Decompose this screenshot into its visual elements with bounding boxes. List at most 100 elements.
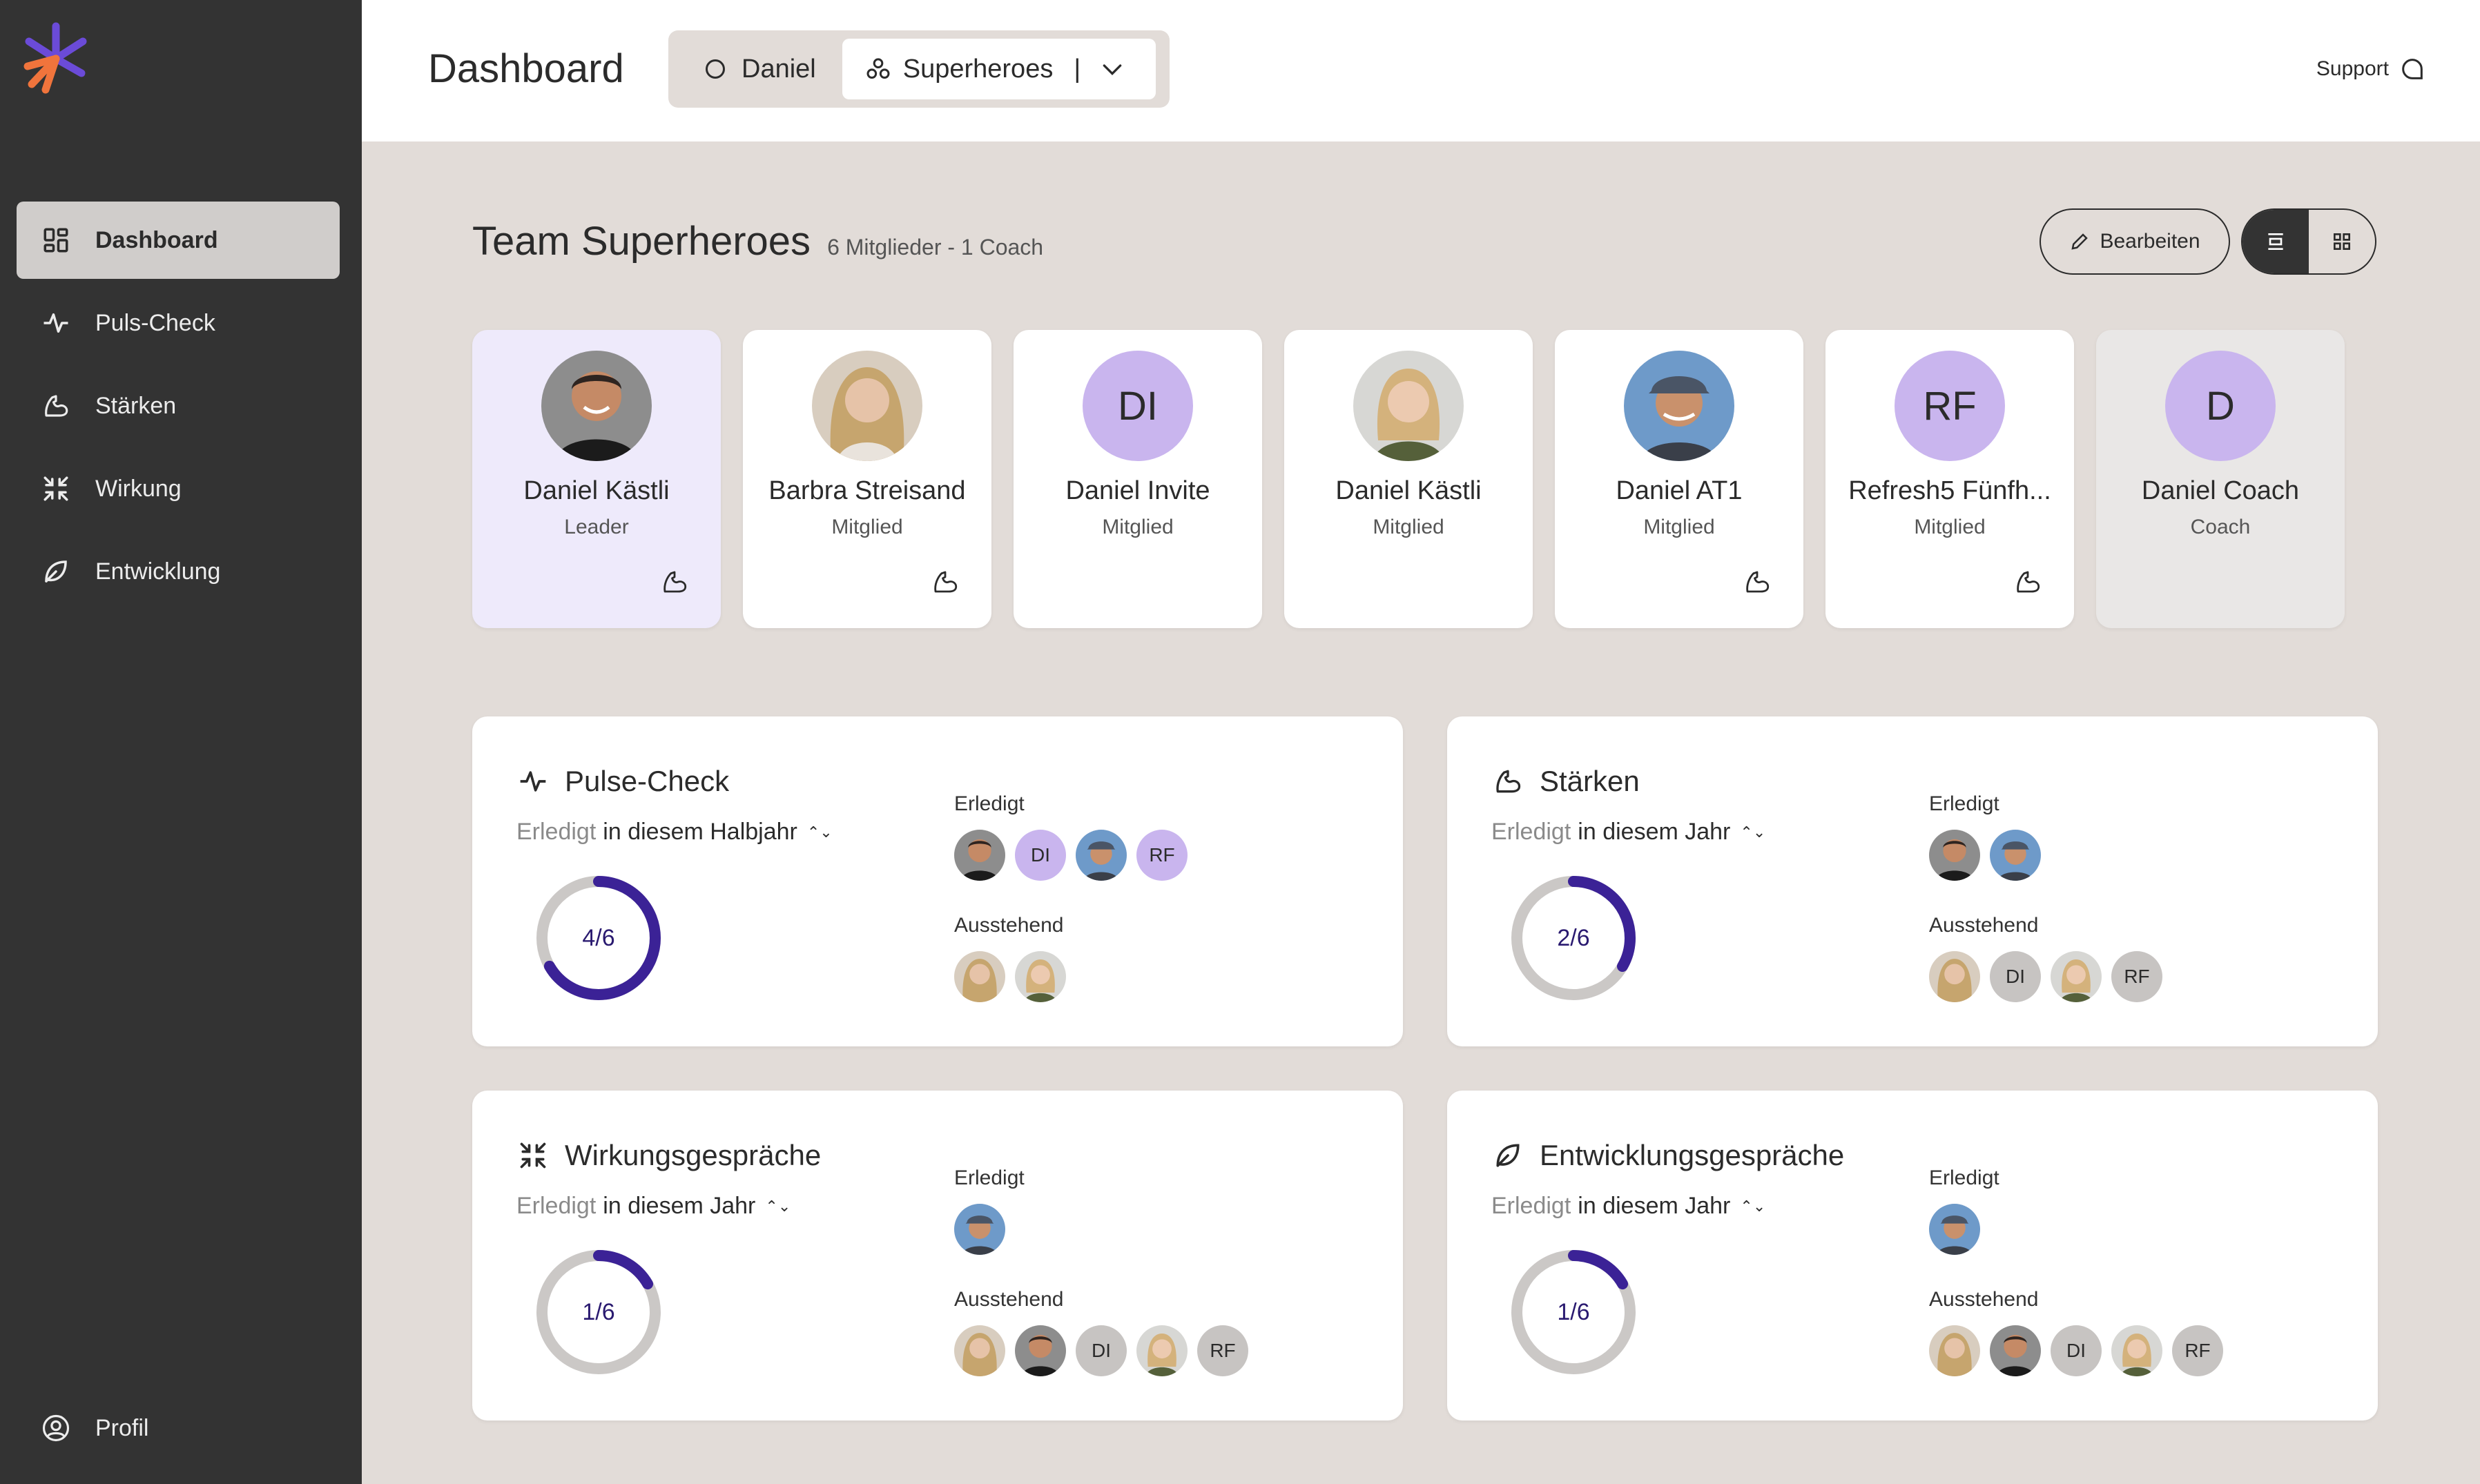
team-select[interactable]: Superheroes |	[842, 39, 1156, 99]
flexed-arm-icon	[1746, 571, 1770, 593]
sidebar-item-wirkung[interactable]: Wirkung	[17, 450, 340, 527]
grid-view-button[interactable]	[2309, 210, 2375, 273]
flexed-arm-icon	[934, 571, 958, 593]
avatar[interactable]	[1076, 830, 1127, 881]
progress-label: 2/6	[1557, 924, 1590, 951]
pulse-icon	[520, 771, 546, 792]
card-title: Entwicklungsgespräche	[1493, 1139, 1844, 1172]
sidebar-item-label: Puls-Check	[95, 309, 215, 336]
avatar[interactable]: DI	[1015, 830, 1066, 881]
sort-chevron-icon: ⌃⌄	[806, 823, 833, 841]
support-link[interactable]: Support	[2316, 55, 2426, 83]
view-toggle	[2241, 208, 2376, 275]
team-title: Team Superheroes	[472, 219, 811, 264]
period-filter[interactable]: Erledigt in diesem Jahr ⌃⌄	[1491, 819, 1765, 846]
chevron-down-icon[interactable]	[1098, 55, 1126, 83]
avatar[interactable]	[954, 1325, 1005, 1376]
leaf-icon	[40, 556, 72, 587]
flexed-arm-icon	[663, 571, 687, 593]
avatar[interactable]: RF	[2172, 1325, 2223, 1376]
avatar[interactable]	[1929, 1204, 1980, 1255]
member-card[interactable]: Daniel AT1 Mitglied	[1555, 330, 1803, 628]
card-title-label: Stärken	[1540, 765, 1640, 797]
pending-avatars: DI RF	[1929, 1325, 2233, 1376]
avatar[interactable]: DI	[2051, 1325, 2102, 1376]
page-title: Dashboard	[428, 46, 624, 91]
avatar	[1353, 351, 1464, 461]
compress-arrows-icon	[520, 1142, 546, 1169]
done-avatars: DI RF	[954, 830, 1197, 881]
sort-chevron-icon: ⌃⌄	[765, 1197, 791, 1215]
sidebar-item-label: Stärken	[95, 392, 177, 419]
avatar	[541, 351, 652, 461]
member-role: Mitglied	[1643, 516, 1715, 538]
member-card[interactable]: Daniel Kästli Leader	[472, 330, 721, 628]
avatar[interactable]	[1990, 1325, 2041, 1376]
list-view-button[interactable]	[2242, 210, 2309, 273]
avatar[interactable]: DI	[1990, 951, 2041, 1002]
avatar[interactable]: RF	[2111, 951, 2162, 1002]
period-filter[interactable]: Erledigt in diesem Halbjahr ⌃⌄	[516, 819, 833, 846]
avatar[interactable]	[1929, 951, 1980, 1002]
sidebar-item-staerken[interactable]: Stärken	[17, 367, 340, 445]
card-title: Pulse-Check	[518, 765, 729, 798]
member-card[interactable]: RF Refresh5 Fünfh... Mitglied	[1825, 330, 2074, 628]
avatar[interactable]	[2111, 1325, 2162, 1376]
member-name: Daniel AT1	[1616, 476, 1743, 505]
sidebar: Dashboard Puls-Check Stärken Wirkung Ent…	[0, 0, 362, 1484]
sort-chevron-icon: ⌃⌄	[1740, 823, 1766, 841]
period-filter[interactable]: Erledigt in diesem Jahr ⌃⌄	[1491, 1193, 1765, 1220]
avatar[interactable]: RF	[1136, 830, 1188, 881]
progress-donut	[536, 876, 661, 1000]
avatar[interactable]	[954, 830, 1005, 881]
avatar[interactable]	[1929, 830, 1980, 881]
avatar[interactable]	[1990, 830, 2041, 881]
user-circle-icon	[706, 59, 725, 79]
card-title-label: Entwicklungsgespräche	[1540, 1139, 1845, 1171]
member-name: Daniel Kästli	[523, 476, 670, 505]
sidebar-item-puls-check[interactable]: Puls-Check	[17, 284, 340, 362]
avatar[interactable]	[1015, 1325, 1066, 1376]
sidebar-item-dashboard[interactable]: Dashboard	[17, 202, 340, 279]
card-title: Stärken	[1493, 765, 1640, 798]
avatar[interactable]: DI	[1076, 1325, 1127, 1376]
edit-team-label: Bearbeiten	[2100, 230, 2200, 253]
member-card[interactable]: Barbra Streisand Mitglied	[743, 330, 991, 628]
member-role: Coach	[2190, 516, 2251, 538]
user-context-label: Daniel	[742, 54, 816, 84]
pulse-check-card: Pulse-Check Erledigt in diesem Halbjahr …	[472, 716, 1403, 1046]
avatar	[1624, 351, 1734, 461]
avatar[interactable]: RF	[1197, 1325, 1248, 1376]
edit-team-button[interactable]: Bearbeiten	[2040, 208, 2230, 275]
avatar[interactable]	[954, 1204, 1005, 1255]
member-card[interactable]: D Daniel Coach Coach	[2096, 330, 2345, 628]
member-name: Daniel Coach	[2141, 476, 2300, 505]
period-filter[interactable]: Erledigt in diesem Jahr ⌃⌄	[516, 1193, 791, 1220]
grid-view-icon	[2334, 233, 2350, 250]
avatar[interactable]	[1015, 951, 1066, 1002]
filter-value: in diesem Jahr	[603, 1193, 756, 1219]
avatar[interactable]	[1929, 1325, 1980, 1376]
woman-photo-icon	[1353, 351, 1464, 461]
member-name: Refresh5 Fünfh...	[1848, 476, 2051, 505]
member-card[interactable]: DI Daniel Invite Mitglied	[1014, 330, 1262, 628]
user-context-button[interactable]: Daniel	[675, 39, 842, 99]
pending-label: Ausstehend	[954, 1288, 1064, 1311]
app-logo-icon[interactable]	[18, 21, 94, 97]
avatar[interactable]	[1136, 1325, 1188, 1376]
sidebar-item-profile[interactable]: Profil	[40, 1412, 148, 1444]
pulse-icon	[40, 307, 72, 339]
member-name: Daniel Invite	[1065, 476, 1210, 505]
team-header: Team Superheroes 6 Mitglieder - 1 Coach	[472, 218, 1043, 264]
team-icon	[866, 58, 890, 79]
member-name: Daniel Kästli	[1335, 476, 1482, 505]
sidebar-item-entwicklung[interactable]: Entwicklung	[17, 533, 340, 610]
filter-value: in diesem Jahr	[1578, 1193, 1731, 1219]
card-title-label: Pulse-Check	[565, 765, 730, 797]
member-card[interactable]: Daniel Kästli Mitglied	[1284, 330, 1533, 628]
avatar[interactable]	[2051, 951, 2102, 1002]
member-role: Leader	[564, 516, 629, 538]
avatar[interactable]	[954, 951, 1005, 1002]
progress-donut	[536, 1250, 661, 1374]
progress-arc	[1511, 876, 1636, 1000]
